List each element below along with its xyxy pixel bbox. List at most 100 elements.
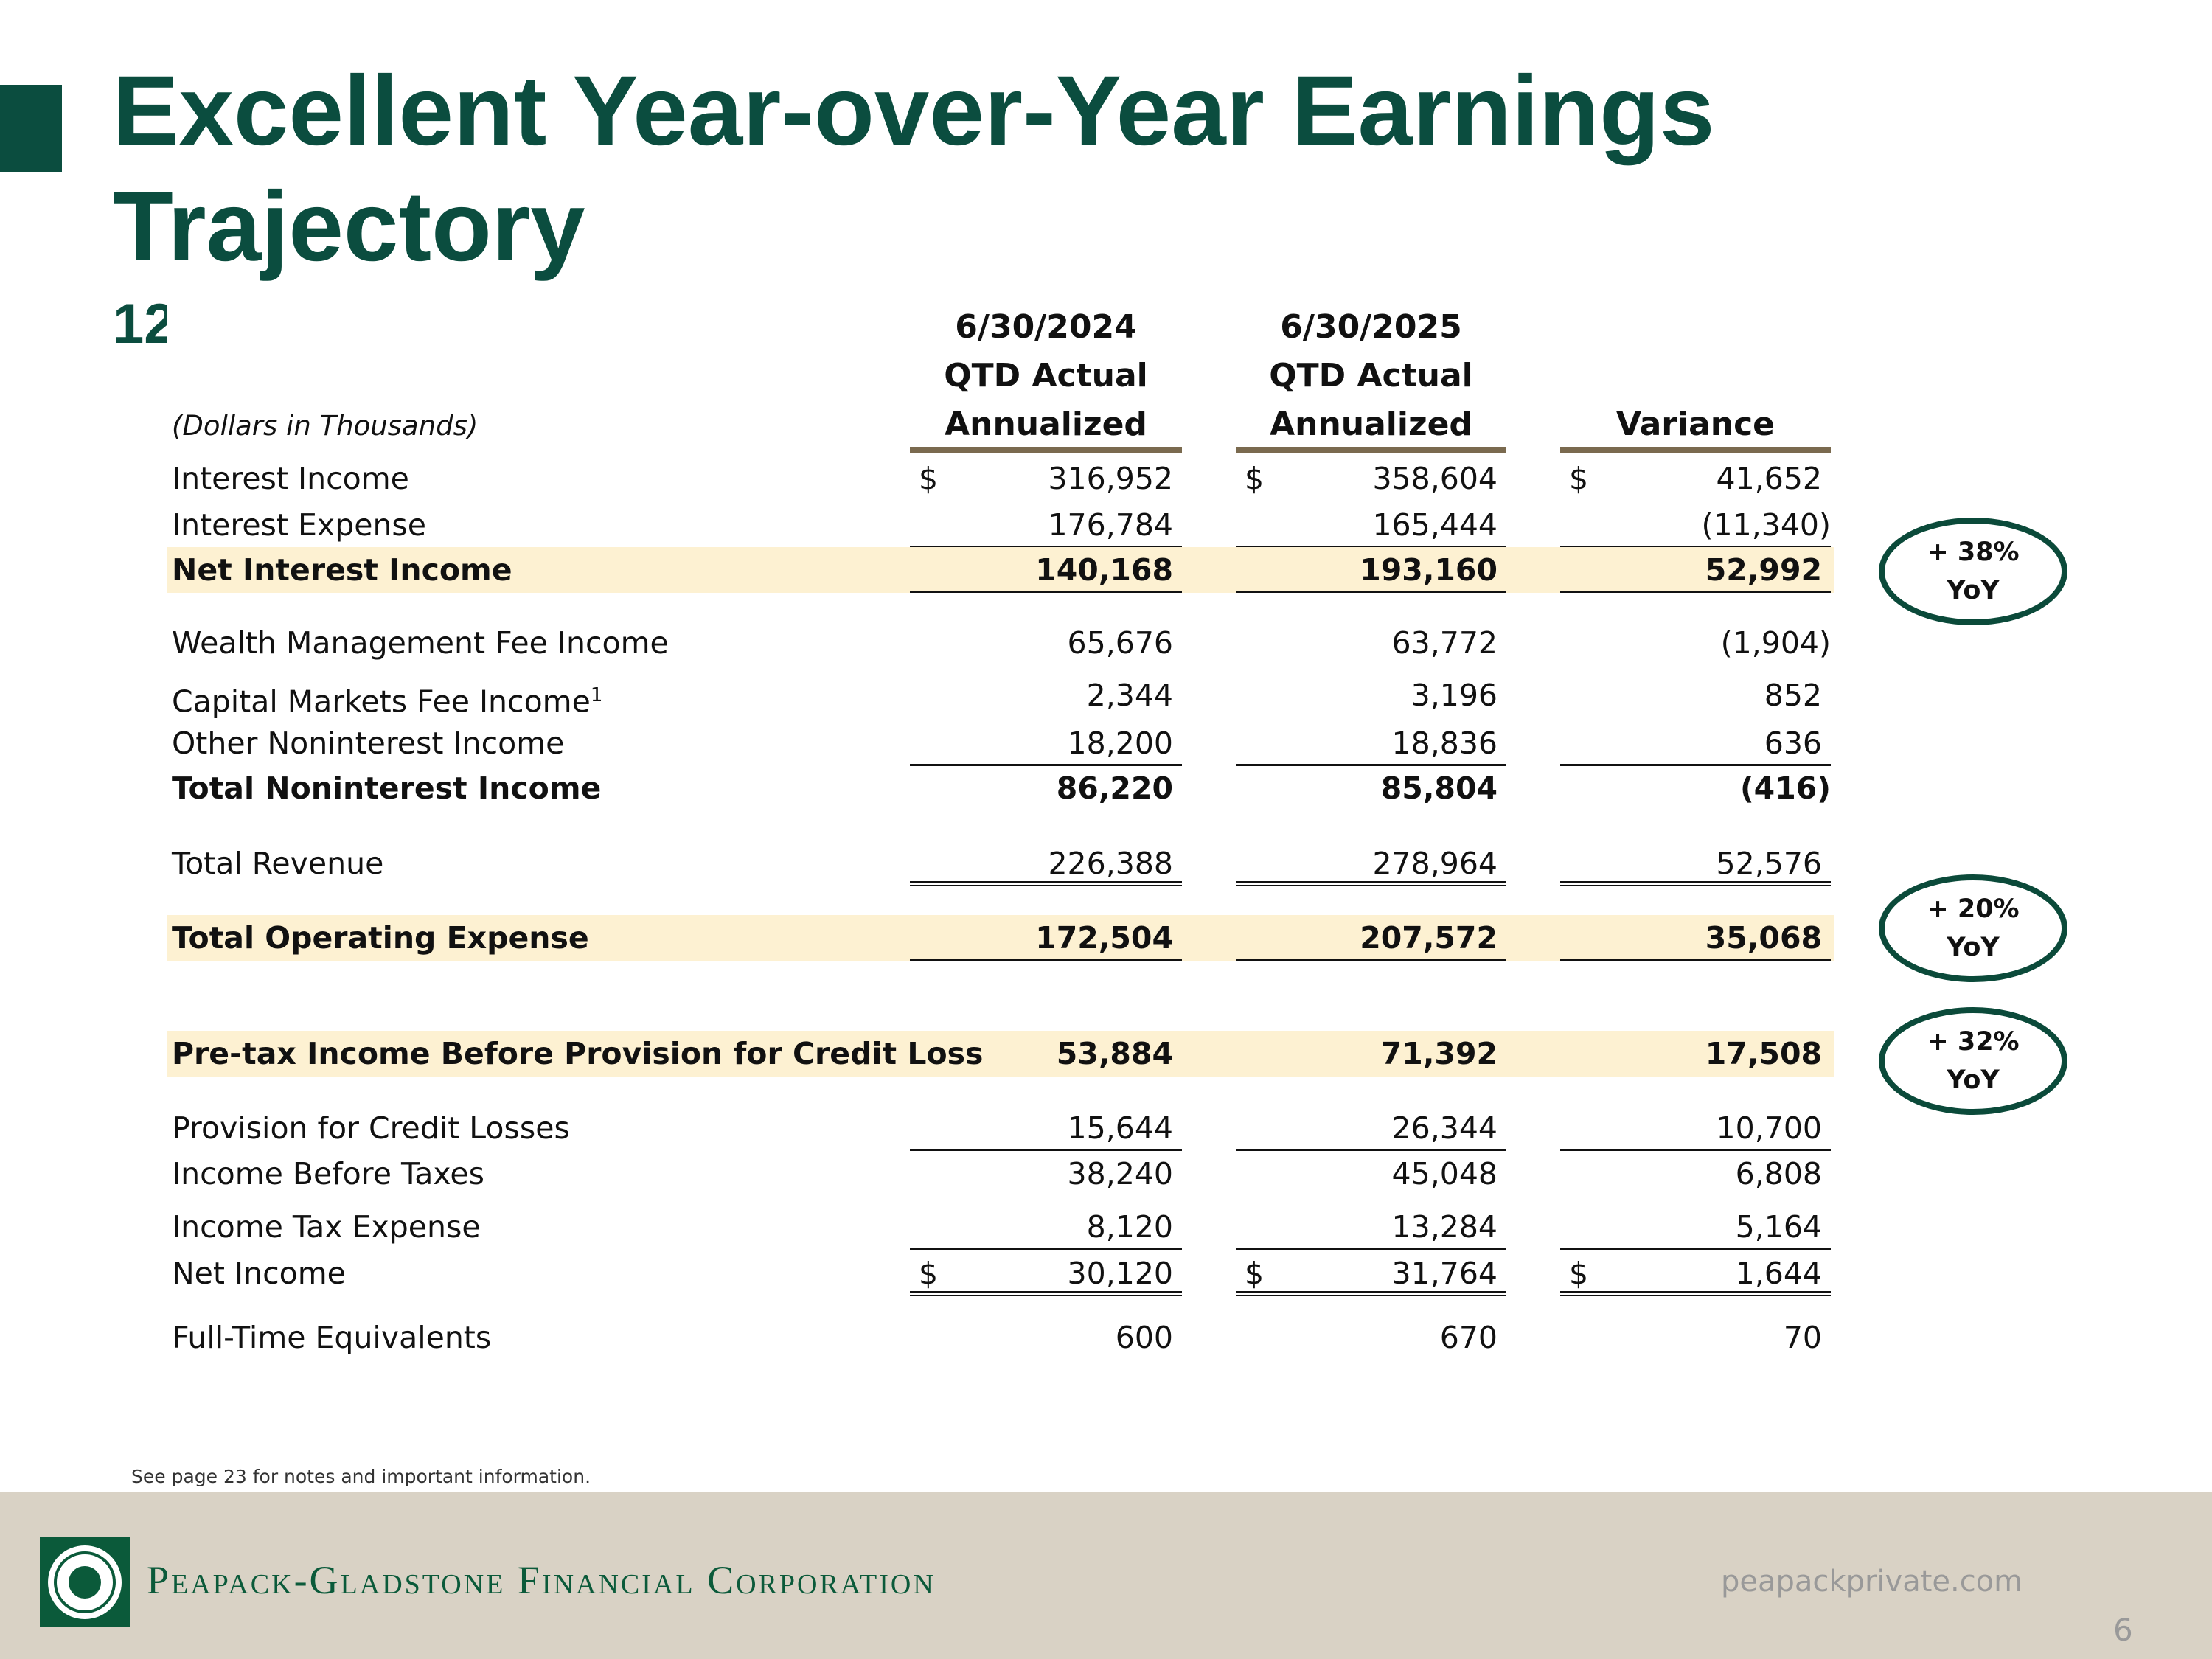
value: (11,340) [1701, 507, 1831, 543]
value-cell: 176,784 [910, 502, 1182, 548]
currency-symbol: $ [1569, 461, 1589, 496]
value-cell: 13,284 [1236, 1204, 1506, 1250]
value-cell: 18,836 [1236, 720, 1506, 766]
value-cell: 278,964 [1236, 841, 1506, 886]
value: (416) [1739, 771, 1831, 806]
value-cell: 53,884 [910, 1031, 1182, 1077]
value-cell: 86,220 [910, 765, 1182, 811]
value: 17,508 [1705, 1036, 1822, 1071]
label-text: Interest Expense [172, 507, 427, 543]
value-cell: 71,392 [1236, 1031, 1506, 1077]
column-header: 6/30/2024 [955, 308, 1137, 346]
value-cell: 140,168 [910, 547, 1182, 593]
column-header: 6/30/2025 [1280, 308, 1462, 346]
value: 52,576 [1716, 846, 1822, 881]
value: 316,952 [1048, 461, 1173, 496]
value: 600 [1115, 1320, 1173, 1355]
value-cell: 670 [1236, 1315, 1506, 1360]
value: 278,964 [1372, 846, 1498, 881]
value-cell: 63,772 [1236, 620, 1506, 666]
value: 636 [1764, 726, 1822, 761]
value: 3,196 [1411, 678, 1498, 713]
row-label: Provision for Credit Losses [172, 1105, 570, 1151]
value-cell: 172,504 [910, 915, 1182, 961]
logo [40, 1537, 130, 1627]
label-text: Capital Markets Fee Income [172, 684, 591, 720]
currency-symbol: $ [919, 461, 939, 496]
value-cell: 65,676 [910, 620, 1182, 666]
brand: Peapack-Gladstone Financial Corporation [147, 1558, 936, 1602]
label-text: Provision for Credit Losses [172, 1110, 570, 1146]
value: 165,444 [1372, 507, 1498, 543]
units-note: (Dollars in Thousands) [172, 410, 479, 442]
value-cell: 600 [910, 1315, 1182, 1360]
column-header: QTD Actual [1269, 357, 1473, 394]
value: 86,220 [1056, 771, 1173, 806]
value: 52,992 [1705, 552, 1822, 588]
row-label: Pre-tax Income Before Provision for Cred… [172, 1031, 983, 1077]
value-cell: 165,444 [1236, 502, 1506, 548]
value: 53,884 [1056, 1036, 1173, 1071]
value: 18,836 [1391, 726, 1498, 761]
row-label: Full-Time Equivalents [172, 1315, 491, 1360]
value: 26,344 [1391, 1110, 1498, 1146]
row-label: Total Noninterest Income [172, 765, 601, 811]
yoy-badge: + 32% YoY [1879, 1007, 2067, 1115]
row-label: Total Operating Expense [172, 915, 589, 961]
value: 31,764 [1391, 1256, 1498, 1291]
value-cell: $30,120 [910, 1251, 1182, 1296]
value: 852 [1764, 678, 1822, 713]
row-label: Net Interest Income [172, 547, 512, 593]
badge-text: + 38% [1927, 538, 2020, 567]
label-text: Net Income [172, 1256, 346, 1291]
value: 172,504 [1035, 920, 1173, 956]
value-cell: 8,120 [910, 1204, 1182, 1250]
label-text: Full-Time Equivalents [172, 1320, 492, 1355]
value: 358,604 [1372, 461, 1498, 496]
value: 35,068 [1705, 920, 1822, 956]
value: 5,164 [1735, 1209, 1822, 1245]
header-rule [1560, 447, 1831, 453]
value: 6,808 [1735, 1156, 1822, 1192]
row-label: Interest Income [172, 456, 409, 501]
footnote-mark: 1 [590, 684, 603, 706]
value-cell: (1,904) [1560, 620, 1831, 666]
value-cell: $41,652 [1560, 456, 1831, 501]
value-cell: $1,644 [1560, 1251, 1831, 1296]
header-rule [910, 447, 1182, 453]
title-line: Excellent Year-over-Year Earnings [113, 56, 1715, 166]
value-cell: 18,200 [910, 720, 1182, 766]
value: 13,284 [1391, 1209, 1498, 1245]
value: 2,344 [1086, 678, 1173, 713]
value: 38,240 [1067, 1156, 1173, 1192]
value-cell: $31,764 [1236, 1251, 1506, 1296]
header-rule [1236, 447, 1506, 453]
value-cell: $358,604 [1236, 456, 1506, 501]
value-cell: 52,992 [1560, 547, 1831, 593]
column-header: Annualized [945, 406, 1147, 443]
currency-symbol: $ [1245, 461, 1265, 496]
value: 85,804 [1380, 771, 1498, 806]
value: 10,700 [1716, 1110, 1822, 1146]
value-cell: (11,340) [1560, 502, 1831, 548]
row-label: Interest Expense [172, 502, 426, 548]
value-cell: 52,576 [1560, 841, 1831, 886]
value-cell: 15,644 [910, 1105, 1182, 1151]
footer-note: See page 23 for notes and important info… [131, 1466, 591, 1487]
row-highlight [167, 547, 1834, 593]
value-cell: 10,700 [1560, 1105, 1831, 1151]
value: 670 [1439, 1320, 1498, 1355]
label-text: Total Operating Expense [172, 920, 589, 956]
value-cell: 17,508 [1560, 1031, 1831, 1077]
footer-band: Peapack-Gladstone Financial Corporation … [0, 1492, 2212, 1659]
value: 71,392 [1380, 1036, 1498, 1071]
row-label: Other Noninterest Income [172, 720, 564, 766]
value: 15,644 [1067, 1110, 1173, 1146]
value: 30,120 [1067, 1256, 1173, 1291]
value: 140,168 [1035, 552, 1173, 588]
value: 41,652 [1716, 461, 1822, 496]
value: 193,160 [1360, 552, 1498, 588]
row-label: Income Tax Expense [172, 1204, 481, 1250]
value-cell: 38,240 [910, 1151, 1182, 1197]
